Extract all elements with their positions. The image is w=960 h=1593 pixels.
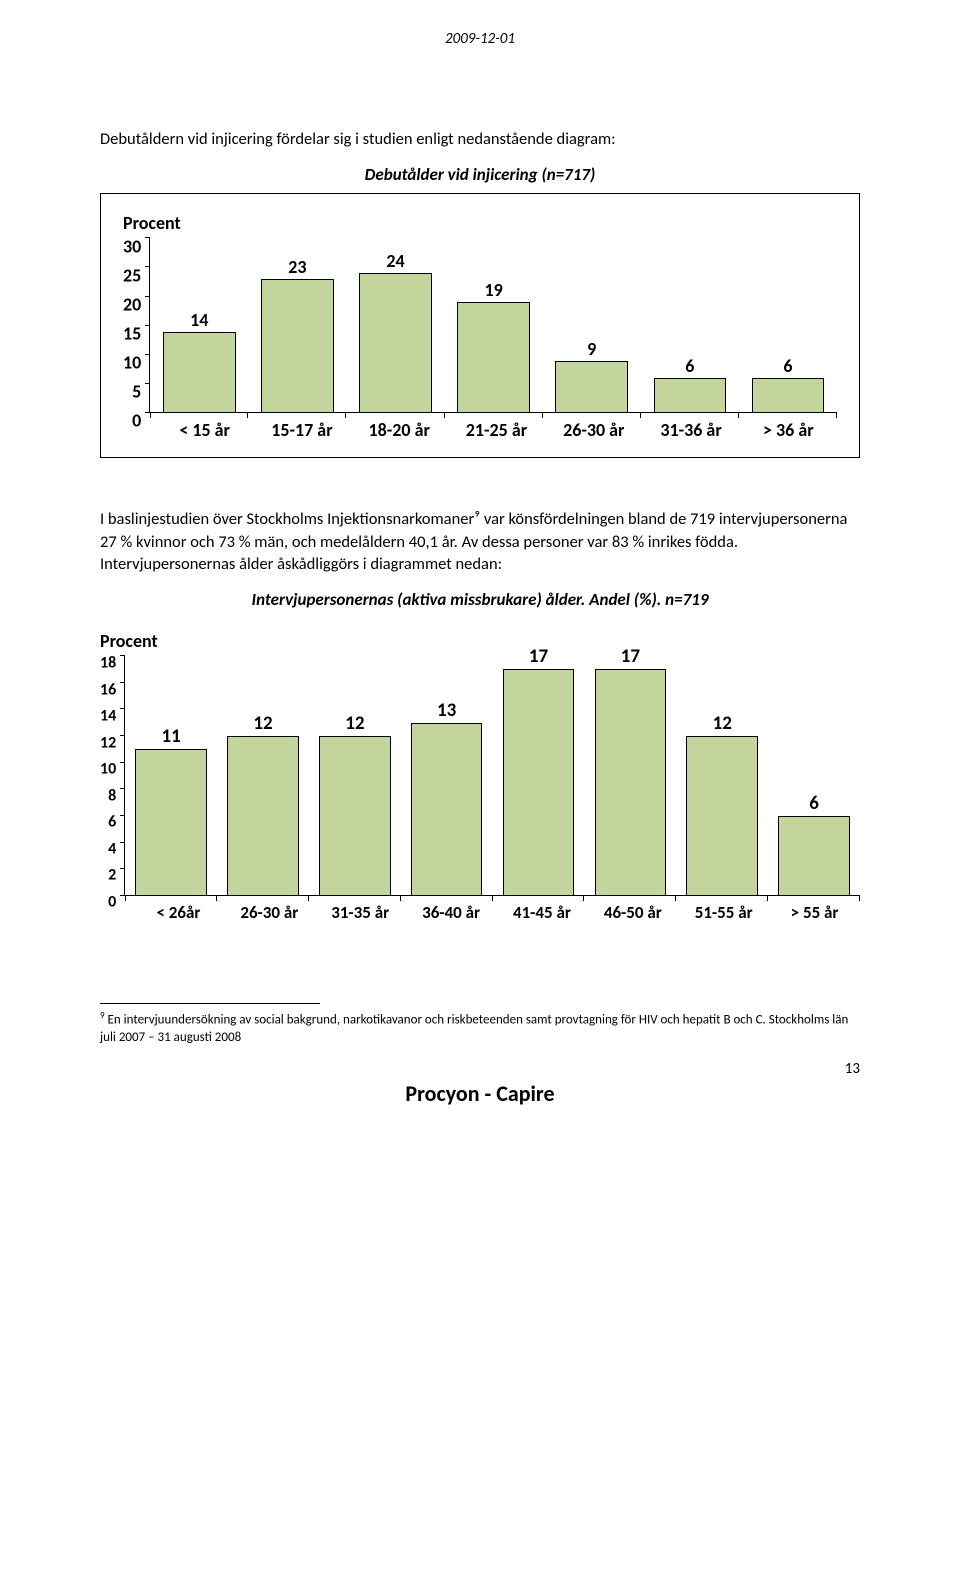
chart2-title: Intervjupersonernas (aktiva missbrukare)… <box>100 589 860 610</box>
bar-value-label: 6 <box>779 792 849 815</box>
chart2-plot: 111212131717126 <box>124 656 860 896</box>
xtick-label: < 26år <box>133 902 224 923</box>
xtick-label: 51-55 år <box>678 902 769 923</box>
chart1-yaxis: 30 25 20 15 10 5 0 <box>123 238 149 413</box>
chart1-area: 302520151050 14232419966 <box>123 238 837 413</box>
ytick-label: 18 <box>100 656 116 657</box>
chart1-container: Procent 302520151050 14232419966 < 15 år… <box>100 193 860 458</box>
bar: 6 <box>778 816 850 896</box>
ytick-label: 2 <box>108 868 116 869</box>
bar-value-label: 9 <box>556 338 627 360</box>
ytick-label: 20 <box>123 296 141 297</box>
bar: 14 <box>163 332 236 414</box>
bar: 17 <box>503 669 575 896</box>
ytick-label: 10 <box>123 354 141 355</box>
xtick-label: 18-20 år <box>351 419 448 441</box>
ytick-label: 25 <box>123 267 141 268</box>
header-date: 2009-12-01 <box>100 30 860 48</box>
bar-value-label: 12 <box>320 712 390 735</box>
bar-value-label: 6 <box>753 355 824 377</box>
bar-value-label: 17 <box>504 645 574 668</box>
bar-value-label: 12 <box>228 712 298 735</box>
chart1-plot: 14232419966 <box>149 238 837 413</box>
xtick-label: 31-35 år <box>315 902 406 923</box>
ytick-label: 10 <box>100 762 116 763</box>
bar: 23 <box>261 279 334 413</box>
ytick-label: 15 <box>123 325 141 326</box>
footnote-text: En intervjuundersökning av social bakgru… <box>100 1012 848 1045</box>
ytick-label: 4 <box>108 841 116 842</box>
page: 2009-12-01 Debutåldern vid injicering fö… <box>0 0 960 1147</box>
xtick-label: 36-40 år <box>406 902 497 923</box>
bar-value-label: 6 <box>655 355 726 377</box>
mid-paragraph: I baslinjestudien över Stockholms Injekt… <box>100 508 860 575</box>
xtick-label: 31-36 år <box>642 419 739 441</box>
bar-value-label: 14 <box>164 309 235 331</box>
ytick-label: 16 <box>100 682 116 683</box>
xtick-label: 26-30 år <box>224 902 315 923</box>
page-number: 13 <box>100 1060 860 1078</box>
ytick-label: 0 <box>132 412 141 413</box>
bar: 24 <box>359 273 432 413</box>
bar: 12 <box>686 736 758 896</box>
chart2-ylabel: Procent <box>100 630 860 652</box>
footer-brand: Procyon - Capire <box>100 1080 860 1107</box>
bar: 13 <box>411 723 483 896</box>
chart2-yaxis: 18 16 14 12 10 8 6 4 2 0 <box>100 656 124 896</box>
bar-value-label: 23 <box>262 256 333 278</box>
xtick-label: 46-50 år <box>587 902 678 923</box>
bar: 17 <box>595 669 667 896</box>
xtick-label: 15-17 år <box>253 419 350 441</box>
bar: 12 <box>319 736 391 896</box>
bar-value-label: 13 <box>412 699 482 722</box>
bar: 6 <box>752 378 825 413</box>
intro-paragraph: Debutåldern vid injicering fördelar sig … <box>100 128 860 150</box>
bar: 19 <box>457 302 530 413</box>
xtick-label: 26-30 år <box>545 419 642 441</box>
bar: 6 <box>654 378 727 413</box>
bar-value-label: 12 <box>687 712 757 735</box>
chart1-ylabel: Procent <box>123 212 837 234</box>
ytick-label: 5 <box>132 383 141 384</box>
ytick-label: 12 <box>100 735 116 736</box>
bar: 12 <box>227 736 299 896</box>
chart2-container: Procent 181614121086420 111212131717126 … <box>100 620 860 923</box>
xtick-label: > 36 år <box>740 419 837 441</box>
footnote: 9 En intervjuundersökning av social bakg… <box>100 1010 860 1046</box>
ytick-label: 6 <box>108 815 116 816</box>
chart2-xlabels: < 26år26-30 år31-35 år36-40 år41-45 år46… <box>133 902 860 923</box>
bar-value-label: 17 <box>596 645 666 668</box>
xtick-label: > 55 år <box>769 902 860 923</box>
xtick-label: < 15 år <box>156 419 253 441</box>
ytick-label: 8 <box>108 788 116 789</box>
chart2-area: 181614121086420 111212131717126 <box>100 656 860 896</box>
xtick-label: 41-45 år <box>497 902 588 923</box>
bar-value-label: 24 <box>360 250 431 272</box>
chart1-xlabels: < 15 år15-17 år18-20 år21-25 år26-30 år3… <box>156 419 837 441</box>
ytick-label: 30 <box>123 238 141 239</box>
bar-value-label: 11 <box>136 725 206 748</box>
ytick-label: 14 <box>100 709 116 710</box>
bar: 9 <box>555 361 628 414</box>
ytick-label: 0 <box>108 894 116 895</box>
xtick-label: 21-25 år <box>448 419 545 441</box>
bar-value-label: 19 <box>458 279 529 301</box>
footnote-rule <box>100 1003 320 1004</box>
chart1-title: Debutålder vid injicering (n=717) <box>100 164 860 185</box>
bar: 11 <box>135 749 207 896</box>
